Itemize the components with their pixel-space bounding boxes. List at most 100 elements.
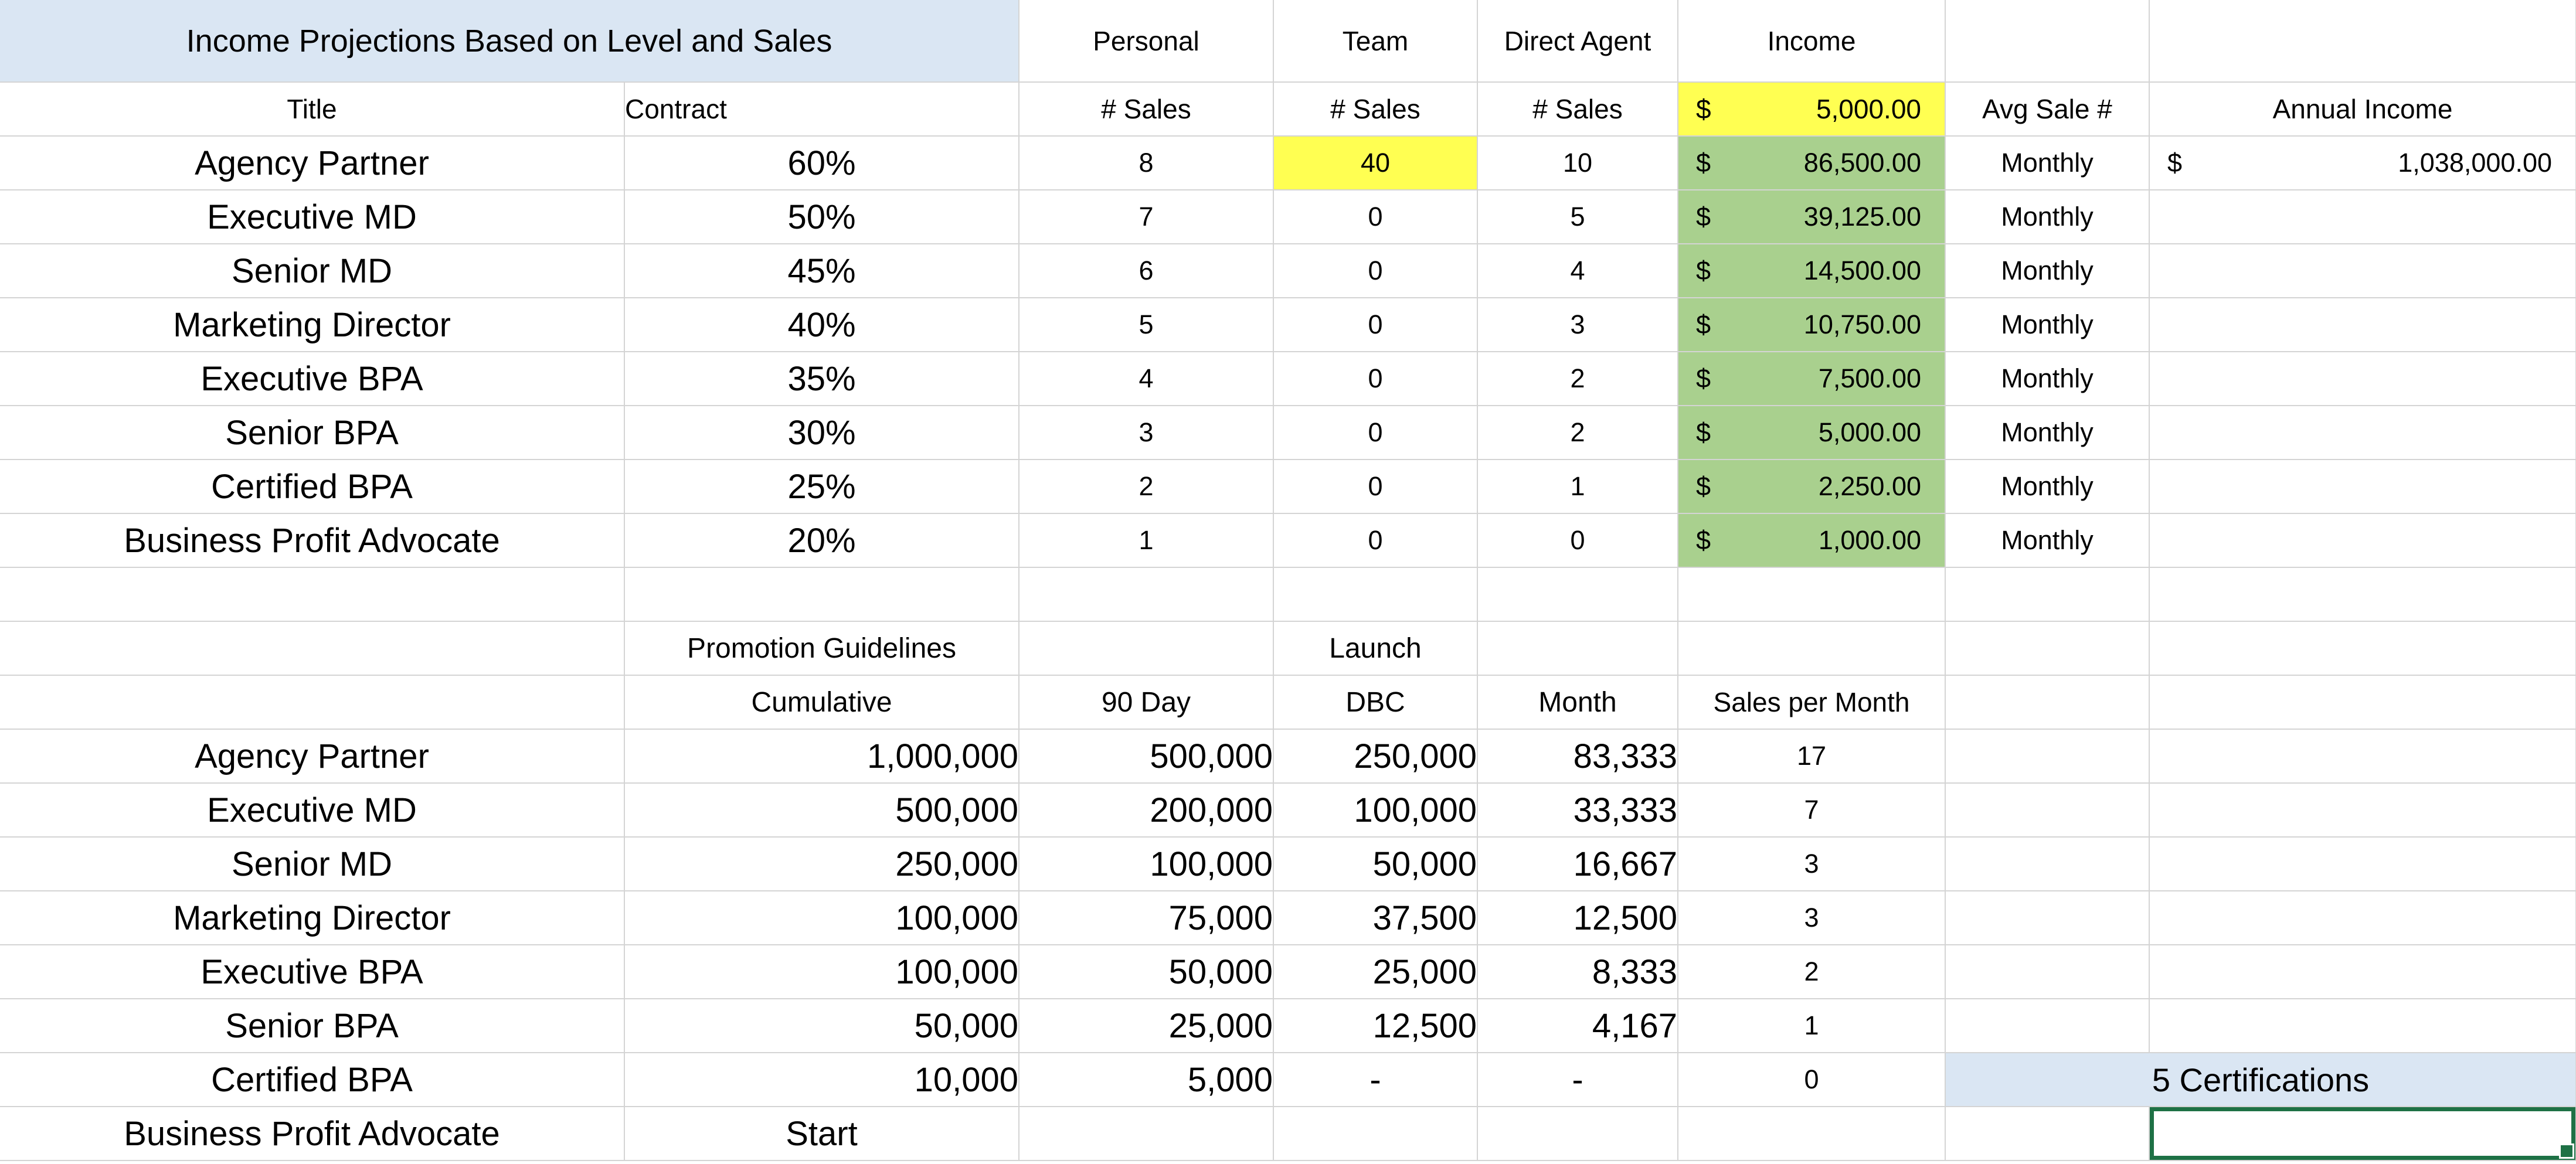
cell-contract[interactable]: 25% [624,460,1019,514]
cell-title[interactable]: Marketing Director [0,891,625,945]
cell-title[interactable]: Agency Partner [0,729,625,784]
cell-empty[interactable] [1019,1107,1274,1161]
group-header-direct-agent[interactable]: Direct Agent [1477,0,1678,83]
header-annual-income[interactable]: Annual Income [2149,82,2576,137]
group-header-team[interactable]: Team [1273,0,1478,83]
cell-team-sales[interactable]: 0 [1273,406,1478,460]
certifications-cell[interactable]: 5 Certifications [1945,1053,2576,1107]
cell-empty[interactable] [1945,621,2150,676]
cell-annual-income[interactable]: $1,038,000.00 [2149,136,2576,190]
header-contract[interactable]: Contract [624,82,1019,137]
cell-title[interactable]: Executive BPA [0,352,625,406]
cell-month[interactable]: 4,167 [1477,999,1678,1053]
cell-frequency[interactable]: Monthly [1945,190,2150,244]
header-personal-sales[interactable]: # Sales [1019,82,1274,137]
header-avg-sale[interactable]: Avg Sale # [1945,82,2150,137]
cell-month[interactable]: - [1477,1053,1678,1107]
cell-empty[interactable] [1945,0,2150,83]
cell-team-sales-highlighted[interactable]: 40 [1273,136,1478,190]
cell-90-day[interactable]: 5,000 [1019,1053,1274,1107]
cell-direct-sales[interactable]: 2 [1477,352,1678,406]
cell-direct-sales[interactable]: 3 [1477,298,1678,352]
cell-contract[interactable]: 60% [624,136,1019,190]
cell-month[interactable]: 83,333 [1477,729,1678,784]
cell-income[interactable]: $10,750.00 [1678,298,1946,352]
cell-cumulative[interactable]: 100,000 [624,891,1019,945]
cell-month[interactable]: 8,333 [1477,945,1678,999]
cell-dbc[interactable]: 25,000 [1273,945,1478,999]
cell-sales-per-month[interactable]: 2 [1678,945,1946,999]
cell-direct-sales[interactable]: 4 [1477,244,1678,298]
header-cumulative[interactable]: Cumulative [624,675,1019,730]
cell-empty[interactable] [2149,460,2576,514]
cell-frequency[interactable]: Monthly [1945,298,2150,352]
header-dbc[interactable]: DBC [1273,675,1478,730]
cell-month[interactable]: 33,333 [1477,783,1678,838]
cell-personal-sales[interactable]: 3 [1019,406,1274,460]
cell-90-day[interactable]: 50,000 [1019,945,1274,999]
cell-title[interactable]: Senior MD [0,244,625,298]
cell-title[interactable]: Marketing Director [0,298,625,352]
cell-empty[interactable] [1945,783,2150,838]
cell-empty[interactable] [2149,352,2576,406]
cell-frequency[interactable]: Monthly [1945,460,2150,514]
cell-90-day[interactable]: 75,000 [1019,891,1274,945]
cell-personal-sales[interactable]: 6 [1019,244,1274,298]
cell-frequency[interactable]: Monthly [1945,513,2150,568]
cell-cumulative[interactable]: 1,000,000 [624,729,1019,784]
cell-team-sales[interactable]: 0 [1273,513,1478,568]
cell-sales-per-month[interactable]: 0 [1678,1053,1946,1107]
cell-personal-sales[interactable]: 5 [1019,298,1274,352]
cell-dbc[interactable]: 100,000 [1273,783,1478,838]
cell-title[interactable]: Senior BPA [0,406,625,460]
cell-empty[interactable] [2149,837,2576,891]
cell-income[interactable]: $5,000.00 [1678,406,1946,460]
cell-title[interactable]: Senior MD [0,837,625,891]
cell-empty[interactable] [1945,675,2150,730]
cell-empty[interactable] [1945,999,2150,1053]
cell-contract[interactable]: 35% [624,352,1019,406]
cell-empty[interactable] [2149,621,2576,676]
cell-empty[interactable] [1477,567,1678,622]
cell-team-sales[interactable]: 0 [1273,298,1478,352]
cell-dbc[interactable]: 250,000 [1273,729,1478,784]
cell-sales-per-month[interactable]: 1 [1678,999,1946,1053]
cell-empty[interactable] [1945,945,2150,999]
cell-income[interactable]: $39,125.00 [1678,190,1946,244]
header-90-day[interactable]: 90 Day [1019,675,1274,730]
cell-empty[interactable] [2149,999,2576,1053]
cell-direct-sales[interactable]: 10 [1477,136,1678,190]
cell-direct-sales[interactable]: 5 [1477,190,1678,244]
cell-title[interactable]: Business Profit Advocate [0,513,625,568]
cell-title[interactable]: Senior BPA [0,999,625,1053]
header-sales-per-month[interactable]: Sales per Month [1678,675,1946,730]
cell-contract[interactable]: 20% [624,513,1019,568]
cell-title[interactable]: Certified BPA [0,1053,625,1107]
cell-title[interactable]: Executive BPA [0,945,625,999]
cell-empty[interactable] [0,567,625,622]
cell-direct-sales[interactable]: 0 [1477,513,1678,568]
cell-empty[interactable] [0,621,625,676]
cell-contract[interactable]: 40% [624,298,1019,352]
cell-empty[interactable] [2149,675,2576,730]
cell-personal-sales[interactable]: 7 [1019,190,1274,244]
cell-team-sales[interactable]: 0 [1273,352,1478,406]
cell-empty[interactable] [1945,1107,2150,1161]
cell-empty[interactable] [1273,567,1478,622]
cell-income[interactable]: $1,000.00 [1678,513,1946,568]
cell-income[interactable]: $86,500.00 [1678,136,1946,190]
cell-dbc[interactable]: 12,500 [1273,999,1478,1053]
cell-title[interactable]: Executive MD [0,190,625,244]
header-income-per-sale[interactable]: $5,000.00 [1678,82,1946,137]
cell-cumulative[interactable]: 250,000 [624,837,1019,891]
cell-cumulative[interactable]: Start [624,1107,1019,1161]
cell-team-sales[interactable]: 0 [1273,190,1478,244]
selected-cell[interactable] [2149,1107,2576,1161]
cell-empty[interactable] [1477,621,1678,676]
cell-income[interactable]: $14,500.00 [1678,244,1946,298]
cell-frequency[interactable]: Monthly [1945,352,2150,406]
cell-empty[interactable] [2149,891,2576,945]
cell-empty[interactable] [0,675,625,730]
header-direct-sales[interactable]: # Sales [1477,82,1678,137]
cell-contract[interactable]: 45% [624,244,1019,298]
